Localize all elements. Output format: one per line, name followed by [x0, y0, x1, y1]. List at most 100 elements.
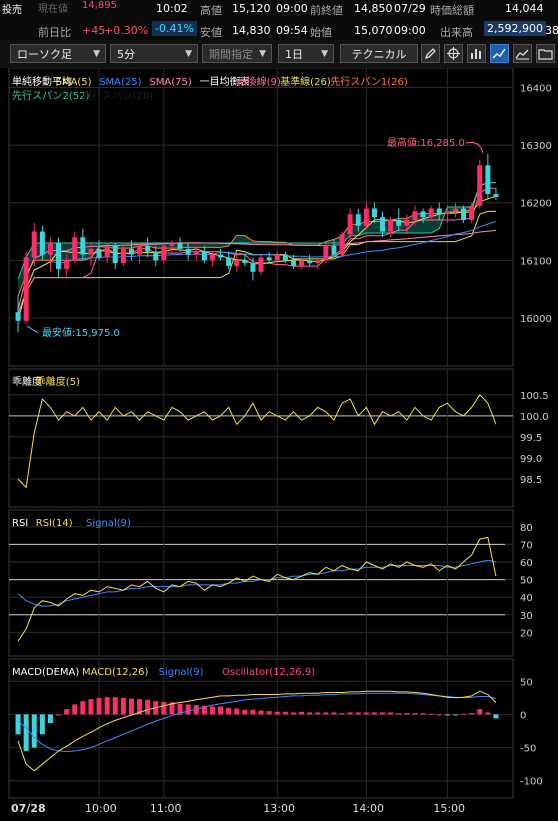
- oscillator-bar: [331, 712, 337, 715]
- x-tick-label: 13:00: [263, 802, 295, 815]
- candle-body: [145, 245, 151, 252]
- oscillator-bar: [380, 712, 386, 715]
- ichimoku-cloud-segment: [188, 243, 197, 248]
- senkou-span2-line: [17, 182, 496, 280]
- y-tick-label: 100.5: [520, 391, 549, 402]
- volume-toggle-button[interactable]: [467, 44, 486, 63]
- rsi-line: [17, 536, 497, 642]
- chart-type-value: ローソク足: [17, 48, 72, 61]
- ichimoku-cloud-segment: [309, 243, 318, 246]
- oscillator-bar: [128, 698, 134, 715]
- period-select[interactable]: 期間指定 ▼: [202, 44, 272, 63]
- oscillator-bar: [234, 708, 240, 715]
- candle-body: [226, 257, 232, 267]
- market-cap-value: 14,044: [505, 2, 544, 15]
- candle-body: [315, 260, 321, 264]
- oscillator-bar: [96, 697, 102, 715]
- oscillator-bar: [250, 709, 256, 715]
- open-value: 15,070: [354, 24, 393, 37]
- candle-body: [23, 257, 29, 321]
- range-select[interactable]: 1日 ▼: [278, 44, 334, 63]
- y-tick-label: 30: [520, 611, 533, 622]
- volume-cut: 38: [545, 24, 558, 37]
- legend-item: SMA(5): [56, 77, 92, 88]
- date-label: 07/28: [11, 802, 46, 815]
- candle-body: [185, 248, 191, 255]
- compare-chart-icon: [515, 49, 529, 60]
- candle-body: [274, 254, 280, 261]
- quote-time: 10:02: [156, 2, 188, 15]
- legend-item: 乖離度: [12, 375, 42, 388]
- legend-item: MACD(DEMA): [12, 667, 79, 678]
- legend-item: 遅行スパン(26): [82, 89, 153, 102]
- oscillator-bar: [396, 713, 402, 715]
- oscillator-bar: [307, 712, 313, 715]
- candle-body: [64, 260, 70, 269]
- prev-close-label: 前終値: [310, 4, 343, 17]
- crosshair-button[interactable]: [444, 44, 463, 63]
- candle-body: [250, 263, 256, 272]
- oscillator-bar: [193, 705, 199, 715]
- interval-select[interactable]: 5分 ▼: [110, 44, 198, 63]
- ichimoku-cloud-segment: [431, 213, 440, 233]
- candle-body: [477, 165, 483, 206]
- legend-item: 基準線(26): [280, 75, 331, 88]
- oscillator-bar: [47, 714, 53, 724]
- oscillator-bar: [420, 713, 426, 715]
- y-tick-label: 70: [520, 540, 533, 551]
- legend-item: Signal(9): [159, 667, 204, 678]
- candle-body: [128, 248, 134, 255]
- oscillator-bar: [31, 714, 37, 748]
- y-tick-label: 98.5: [520, 475, 542, 486]
- draw-pencil-button[interactable]: [421, 44, 440, 63]
- technical-button[interactable]: テクニカル: [340, 44, 418, 63]
- prev-close-date: 07/29: [394, 2, 426, 15]
- oscillator-bar: [258, 710, 264, 715]
- max-price-annotation: 最高値:16,285.0: [387, 136, 484, 154]
- candle-body: [436, 208, 442, 215]
- oscillator-bar: [23, 714, 29, 751]
- low-time: 09:54: [276, 24, 308, 37]
- compare-button[interactable]: [513, 44, 532, 63]
- y-tick-label: 99.5: [520, 433, 542, 444]
- candle-body: [112, 245, 118, 264]
- candle-body: [493, 194, 499, 197]
- market-cap-label: 時価総額: [430, 4, 474, 17]
- oscillator-bar: [299, 711, 305, 715]
- sma25-line: [17, 220, 497, 321]
- chevron-down-icon: ▼: [93, 49, 100, 59]
- candle-body: [234, 260, 240, 267]
- oscillator-bar: [266, 711, 272, 715]
- quote-header: 投売 現在値 14,895 10:02 高値 15,120 09:00 前終値 …: [0, 0, 558, 40]
- oscillator-bar: [363, 712, 369, 715]
- pencil-icon: [424, 48, 436, 60]
- volume-label: 出来高: [440, 26, 473, 39]
- candle-body: [47, 243, 53, 255]
- time-axis: 07/28 10:00 11:00 13:00 14:00 15:00: [11, 802, 465, 815]
- y-tick-label: -50: [520, 744, 536, 755]
- legend-item: Signal(9): [86, 518, 131, 529]
- line-chart-icon: [492, 48, 506, 59]
- y-tick-label: 20: [520, 628, 533, 639]
- ichimoku-cloud-segment: [123, 243, 132, 249]
- chevron-down-icon: ▼: [259, 49, 266, 59]
- legend-item: SMA(25): [99, 77, 141, 88]
- open-time: 09:00: [394, 24, 426, 37]
- oscillator-bar: [412, 713, 418, 715]
- candle-body: [72, 237, 78, 261]
- legend-item: 一目均衡表: [200, 75, 250, 88]
- folder-button[interactable]: [536, 44, 555, 63]
- chart-type-select[interactable]: ローソク足 ▼: [10, 44, 106, 63]
- prev-close-value: 14,850: [354, 2, 393, 15]
- oscillator-bar: [88, 699, 94, 715]
- candle-body: [177, 243, 183, 249]
- y-tick-label: 16200: [520, 199, 552, 210]
- chart-style-button[interactable]: [490, 44, 509, 63]
- oscillator-bar: [177, 703, 183, 715]
- oscillator-bar: [477, 709, 483, 715]
- legend-item: 乖離度(5): [36, 375, 80, 388]
- legend-item: Oscillator(12,26,9): [222, 667, 315, 678]
- candle-body: [39, 231, 45, 255]
- candle-body: [485, 165, 491, 195]
